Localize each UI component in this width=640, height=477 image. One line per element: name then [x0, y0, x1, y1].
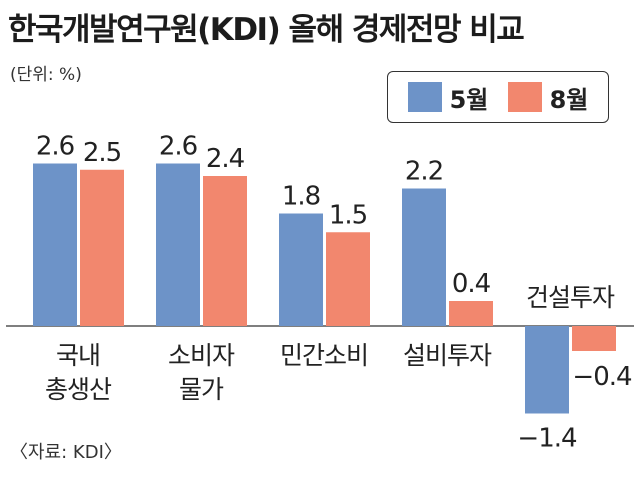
bar-aug-3: [449, 301, 493, 326]
category-label-0-line0: 국내: [56, 341, 100, 370]
legend-item-may: 5월: [407, 80, 489, 115]
bar-may-3: [402, 188, 446, 326]
value-label-aug-0: 2.5: [83, 138, 121, 168]
value-label-aug-4: −0.4: [572, 362, 632, 392]
bar-aug-2: [326, 232, 370, 326]
value-label-may-4: −1.4: [517, 424, 577, 454]
category-label-1-line0: 소비자: [168, 341, 235, 370]
legend-swatch-may: [407, 82, 442, 112]
bar-aug-1: [203, 176, 247, 326]
value-label-may-0: 2.6: [36, 132, 74, 162]
value-label-aug-2: 1.5: [329, 200, 367, 230]
bar-may-2: [279, 213, 323, 326]
value-label-may-1: 2.6: [159, 132, 197, 162]
unit-label: (단위: %): [10, 65, 82, 85]
legend: 5월 8월: [387, 71, 609, 123]
value-label-aug-3: 0.4: [452, 269, 491, 299]
category-label-1-line1: 물가: [179, 375, 224, 404]
legend-item-aug: 8월: [507, 80, 589, 115]
source-note: 〈자료: KDI〉: [10, 442, 122, 463]
bar-aug-4: [572, 326, 616, 351]
value-label-may-3: 2.2: [405, 157, 443, 187]
chart-title: 한국개발연구원(KDI) 올해 경제전망 비교: [8, 12, 525, 48]
category-label-3: 설비투자: [403, 341, 492, 370]
value-label-aug-1: 2.4: [206, 144, 245, 174]
bar-may-0: [33, 163, 77, 326]
legend-label-aug: 8월: [549, 85, 589, 114]
bar-may-1: [156, 163, 200, 326]
legend-label-may: 5월: [449, 85, 489, 114]
bar-aug-0: [80, 169, 124, 326]
category-label-0-line1: 총생산: [45, 375, 112, 404]
category-label-2: 민간소비: [280, 341, 368, 370]
category-label-4: 건설투자: [526, 283, 615, 312]
value-label-may-2: 1.8: [282, 182, 320, 212]
legend-swatch-aug: [507, 82, 542, 112]
bar-may-4: [525, 326, 569, 414]
